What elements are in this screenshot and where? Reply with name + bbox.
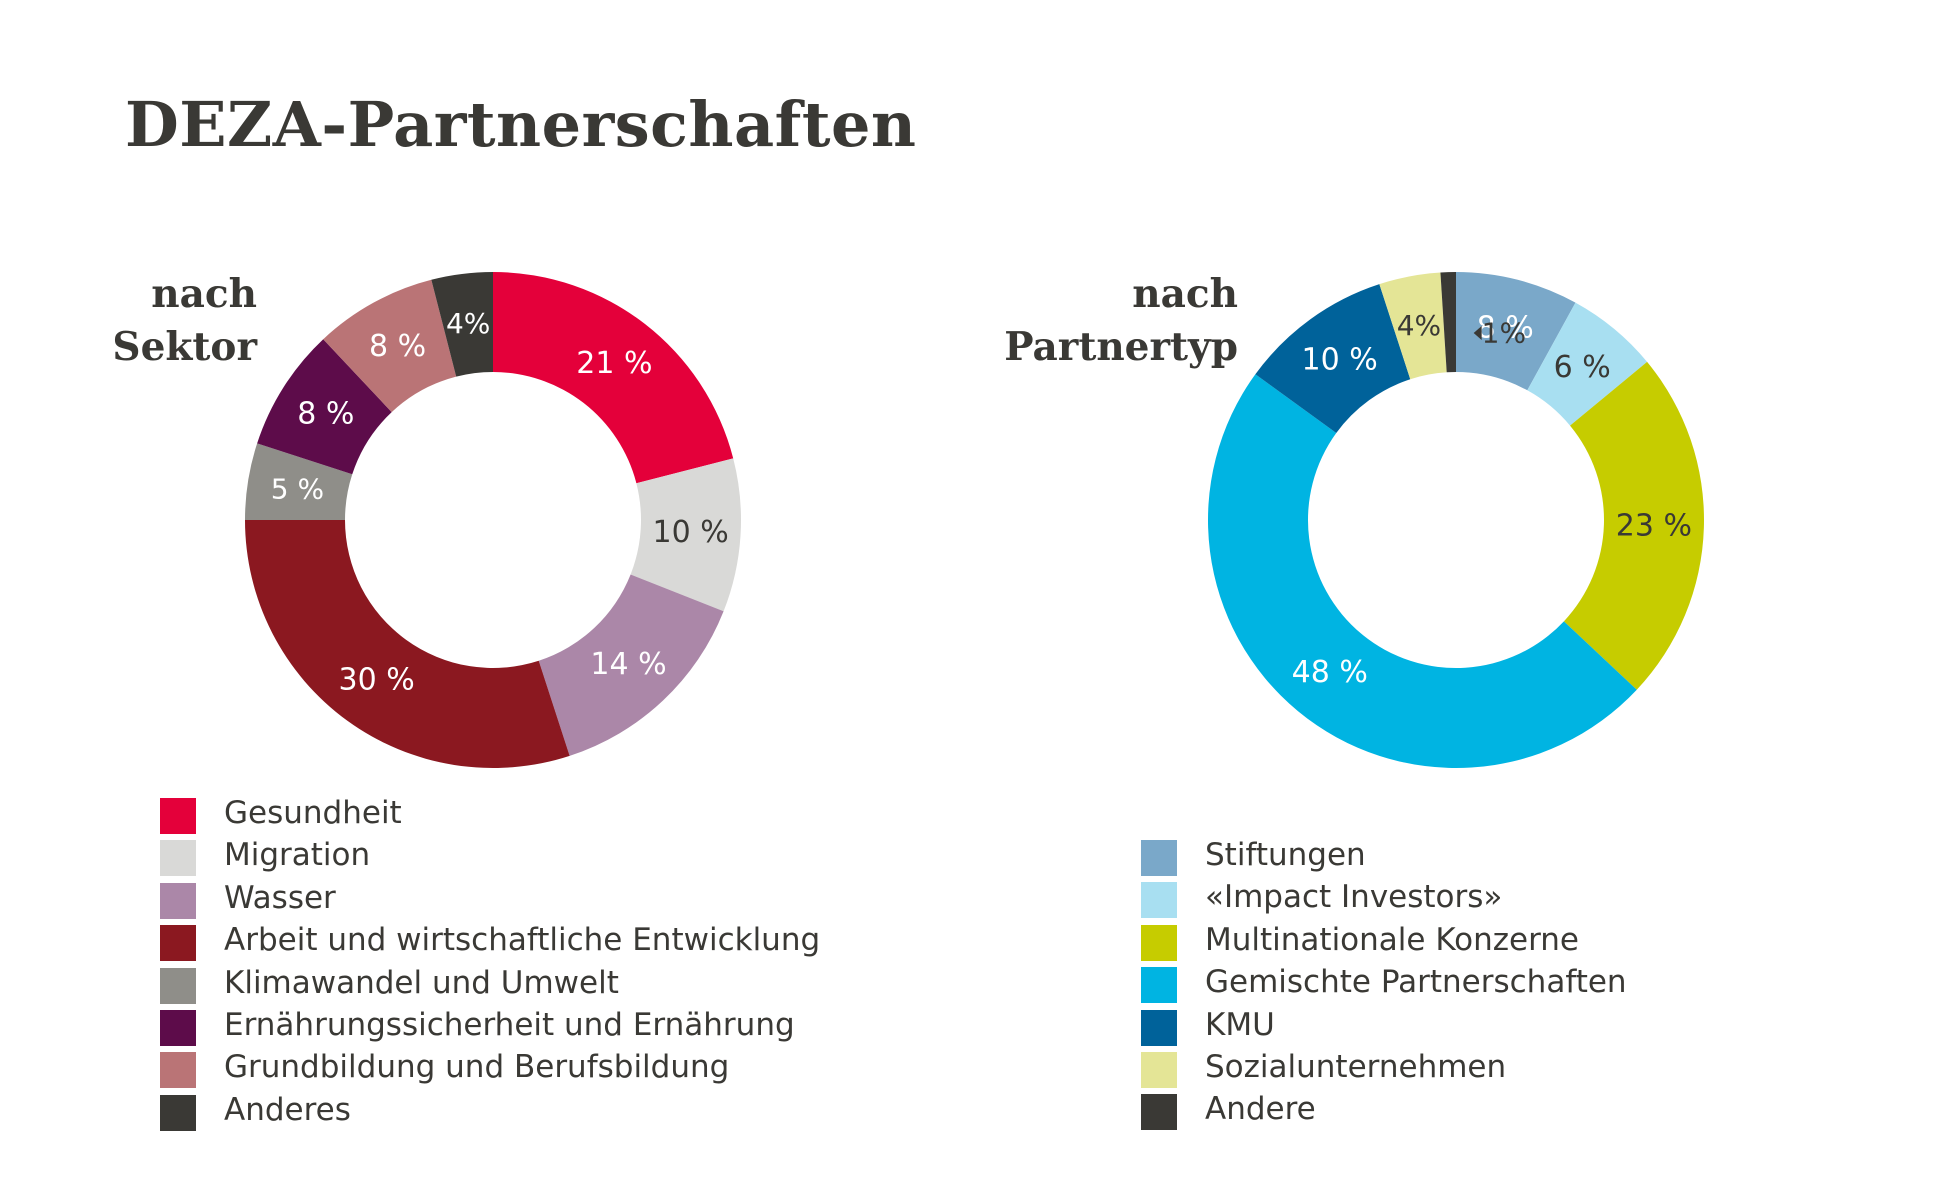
partner-data-label-impact-investors: 6 %: [1554, 350, 1611, 385]
partner-slice-multinationale-konzerne: [1563, 361, 1704, 690]
sector-slice-klimawandel-und-umwelt: [245, 443, 353, 520]
sector-slice-anderes: [431, 272, 493, 377]
partner-legend-swatch: [1141, 882, 1177, 919]
sector-data-label-grundbildung-und-berufsbildung: 8 %: [369, 329, 426, 364]
partner-legend-swatch: [1141, 1051, 1177, 1088]
partner-pointer-icon: [1473, 326, 1482, 341]
partner-slice-kmu: [1255, 284, 1411, 434]
partner-donut-chart: 8 % 6 % 23 % 48 % 10 % 4% 1%: [1208, 272, 1704, 768]
sector-data-label-arbeit-und-wirtschaftliche-entwicklung: 30 %: [339, 663, 415, 698]
sector-legend-swatch: [160, 1094, 196, 1131]
partner-data-label-gemischte-partnerschaften: 48 %: [1292, 655, 1368, 690]
sector-legend-swatch: [160, 882, 196, 919]
partner-legend-label: Andere: [1205, 1091, 1316, 1128]
sector-legend-swatch: [160, 967, 196, 1004]
partner-chart-subtitle: nach Partnertyp: [1004, 268, 1238, 374]
sector-legend-label: Migration: [224, 837, 371, 874]
sector-data-label-klimawandel-und-umwelt: 5 %: [271, 473, 324, 506]
partner-data-label-andere: 1%: [1482, 317, 1526, 350]
sector-legend-swatch: [160, 1052, 196, 1089]
partner-legend-swatch: [1141, 924, 1177, 961]
sector-legend-label: Arbeit und wirtschaftliche Entwicklung: [224, 922, 821, 959]
partner-legend-swatch: [1141, 1094, 1177, 1131]
sector-slice-migration: [630, 458, 741, 612]
partner-legend-swatch: [1141, 967, 1177, 1004]
sector-legend-label: Ernährungssicherheit und Ernährung: [224, 1006, 795, 1043]
sector-slice-arbeit-und-wirtschaftliche-entwicklung: [245, 520, 570, 768]
partner-slice-sozialunternehmen: [1379, 272, 1447, 380]
partner-slice-impact-investors: [1527, 302, 1648, 426]
chart-title: DEZA-Partnerschaften: [125, 88, 917, 161]
partner-subtitle-line-2: Partnertyp: [1004, 324, 1238, 370]
sector-slice-grundbildung-und-berufsbildung: [323, 279, 457, 413]
partner-legend-label: KMU: [1205, 1006, 1275, 1043]
partner-data-label-multinationale-konzerne: 23 %: [1616, 509, 1692, 544]
sector-data-label-gesundheit: 21 %: [576, 346, 652, 381]
sector-subtitle-line-2: Sektor: [112, 324, 257, 370]
sector-data-label-anderes: 4%: [446, 307, 490, 340]
sector-donut-chart: 21 % 10 % 14 % 30 % 5 % 8 % 8 % 4%: [245, 272, 741, 768]
sector-slice-gesundheit: [493, 272, 734, 484]
partner-legend-label: Sozialunternehmen: [1205, 1048, 1507, 1085]
partner-legend-swatch: [1141, 840, 1177, 876]
sector-legend-swatch: [160, 1009, 196, 1046]
partner-data-label-sozialunternehmen: 4%: [1397, 309, 1441, 342]
sector-legend-label: Klimawandel und Umwelt: [224, 964, 619, 1001]
sector-legend-swatch: [160, 840, 196, 877]
sector-legend-label: Anderes: [224, 1091, 351, 1128]
partner-legend-label: «Impact Investors»: [1205, 879, 1503, 916]
partner-legend-label: Gemischte Partnerschaften: [1205, 964, 1627, 1001]
partner-data-label-stiftungen: 8 %: [1477, 311, 1534, 346]
sector-data-label-migration: 10 %: [652, 515, 728, 550]
partner-slice-andere: [1440, 272, 1456, 373]
partner-subtitle-line-1: nach: [1132, 271, 1238, 317]
partner-data-label-kmu: 10 %: [1302, 342, 1378, 377]
sector-slice-wasser: [538, 574, 724, 756]
partner-legend-label: Multinationale Konzerne: [1205, 921, 1579, 958]
sector-chart-subtitle: nach Sektor: [112, 268, 257, 374]
sector-legend-label: Wasser: [224, 879, 336, 916]
sector-slice-ernaehrungssicherheit-und-ernaehrung: [257, 339, 392, 475]
sector-legend-swatch: [160, 798, 196, 834]
sector-data-label-ernaehrungssicherheit-und-ernaehrung: 8 %: [297, 396, 354, 431]
sector-legend-label: Grundbildung und Berufsbildung: [224, 1049, 730, 1086]
partner-slice-stiftungen: [1456, 272, 1576, 391]
partner-slice-gemischte-partnerschaften: [1208, 374, 1637, 768]
partner-legend-swatch: [1141, 1009, 1177, 1046]
sector-subtitle-line-1: nach: [151, 271, 257, 317]
sector-legend-swatch: [160, 925, 196, 962]
sector-data-label-wasser: 14 %: [590, 647, 666, 682]
partner-legend-label: Stiftungen: [1205, 837, 1366, 873]
sector-legend-label: Gesundheit: [224, 795, 402, 831]
